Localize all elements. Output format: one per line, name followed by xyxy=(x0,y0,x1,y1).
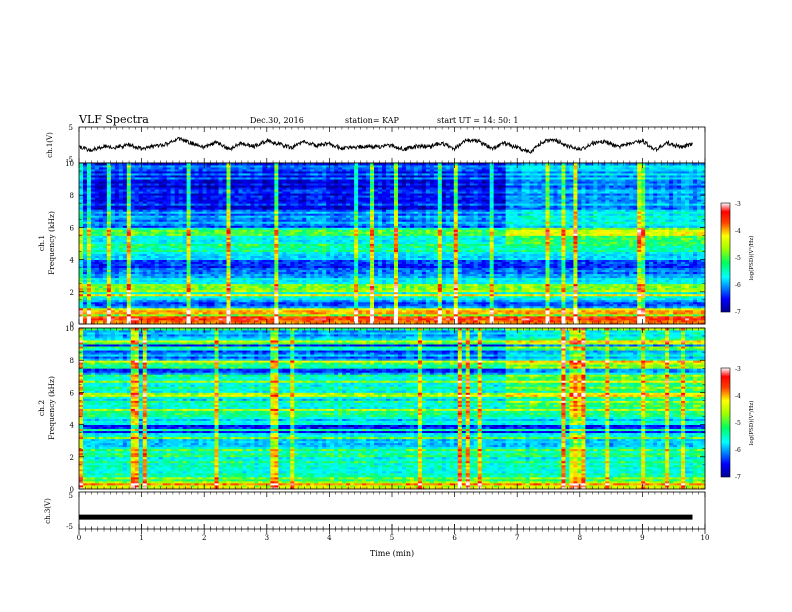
vlf-figure: VLF Spectra Dec.30, 2016 station= KAP st… xyxy=(0,0,792,612)
figure-title: VLF Spectra xyxy=(78,113,149,126)
station-label: station= KAP xyxy=(345,116,400,125)
ch1-waveform-ylabel: ch.1(V) xyxy=(46,132,54,158)
ch1-ytick-top: 5 xyxy=(69,124,73,132)
start-time-label: start UT = 14: 50: 1 xyxy=(437,116,518,125)
ch1-spectrogram-heatmap xyxy=(79,163,705,324)
date-label: Dec.30, 2016 xyxy=(250,116,304,125)
ch1-waveform-panel: 5 -5 ch.1(V) xyxy=(46,124,705,164)
